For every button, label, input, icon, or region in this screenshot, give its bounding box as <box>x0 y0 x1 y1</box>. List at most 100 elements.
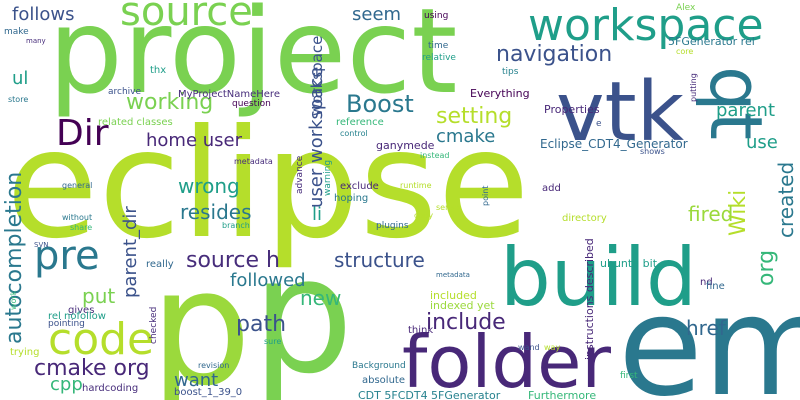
word-instructions-described: instructions described <box>583 238 596 360</box>
word-wand: wand <box>518 343 540 352</box>
word-properties: Properties <box>544 103 600 116</box>
word-copy: copy <box>414 211 434 220</box>
word-shows: shows <box>640 147 665 156</box>
word-everything: Everything <box>470 87 530 100</box>
word-created: created <box>774 161 798 238</box>
word-putting: putting <box>689 73 698 102</box>
word-workspace-top: workspace <box>528 0 764 51</box>
word-included: included <box>430 289 477 302</box>
word-advance: advance <box>295 155 305 194</box>
word-absolute: absolute <box>362 375 405 386</box>
word-thx: thx <box>150 65 167 76</box>
word-em: em <box>618 266 800 400</box>
word-svn: SVN <box>34 241 49 249</box>
word-vtk: vtk <box>556 65 685 160</box>
word-runtime: runtime <box>400 181 432 190</box>
word-setting: setting <box>436 104 513 129</box>
word-structure: structure <box>334 248 425 272</box>
word-instead: instead <box>420 151 450 160</box>
word-archive: archive <box>108 87 142 97</box>
word-navigation: navigation <box>496 42 613 67</box>
word-include: include <box>426 310 506 335</box>
word-myprojectnamehere: MyProjectNameHere <box>178 89 280 100</box>
word-branch: branch <box>222 221 250 230</box>
word-exclude: exclude <box>340 181 379 192</box>
word-warning: warning <box>323 159 333 196</box>
word-new: new <box>300 286 342 310</box>
word-work: work <box>9 290 18 310</box>
word-parent-dir: parent_dir <box>120 206 141 298</box>
word-revision: revision <box>198 361 230 370</box>
word-store: store <box>8 95 29 104</box>
word-boost: Boost <box>346 90 414 118</box>
word-cmake-org: cmake org <box>34 356 150 381</box>
word-parent: parent <box>716 100 776 121</box>
word-question: question <box>232 99 271 109</box>
word-related-classes: related classes <box>98 117 173 128</box>
word-without: without <box>62 213 93 222</box>
word-ul: ul <box>12 68 29 89</box>
word-alex: Alex <box>676 3 696 13</box>
word-point: point <box>481 185 490 206</box>
word-ganymede: ganymede <box>376 139 435 152</box>
word-source-h: source h <box>186 248 280 273</box>
word-dir: Dir <box>56 113 109 154</box>
word-wrong: wrong <box>178 174 240 198</box>
word-plugins: plugins <box>376 221 409 231</box>
word-core: core <box>676 47 694 56</box>
word-add: add <box>542 183 561 194</box>
word-cmake: cmake <box>436 126 496 147</box>
word-boost-1-39-0: boost_1_39_0 <box>174 387 243 398</box>
word-gives: gives <box>68 305 95 316</box>
word-pointing: pointing <box>48 319 85 329</box>
word-p-left: p <box>150 234 252 400</box>
word-hoping: hoping <box>334 193 369 204</box>
word-tips: tips <box>502 67 519 77</box>
word-autocompletion: autocompletion <box>2 171 27 344</box>
word-control: control <box>340 129 368 138</box>
word-folder: folder <box>402 320 612 400</box>
word-general: general <box>62 181 93 190</box>
word-li: li <box>312 204 323 225</box>
word-sense: sense <box>436 203 460 212</box>
word-eclipse: eclipse <box>6 98 530 272</box>
word-metadata-bottom: metadata <box>436 271 470 279</box>
word-p-right: p <box>252 222 354 400</box>
word-ubuntu-bit: ubuntu bit <box>600 257 658 270</box>
word-followed: followed <box>230 270 306 291</box>
word-cpp: cpp <box>50 374 83 395</box>
word-rel-nofollow: rel nofollow <box>48 311 106 322</box>
word-put: put <box>82 284 116 308</box>
word-want: want <box>174 370 219 391</box>
word-code: code <box>48 314 155 365</box>
word-way: way <box>544 343 561 352</box>
word-project: project <box>48 0 458 120</box>
word-working: working <box>126 90 214 115</box>
word-org: org <box>754 249 779 286</box>
word-first: first <box>620 371 638 381</box>
word-build: build <box>500 231 697 324</box>
word-using: using <box>424 11 449 21</box>
word-seem: seem <box>352 4 402 25</box>
word-indexed-yet: indexed yet <box>430 299 495 312</box>
word-nd: nd <box>700 277 713 288</box>
word-cdt-5fcdt4-5fgenerator: CDT 5FCDT4 5FGenerator <box>358 389 501 400</box>
word-pre: pre <box>34 233 100 279</box>
word-trying: trying <box>10 347 40 358</box>
word-really: really <box>146 259 174 270</box>
word-relative: relative <box>422 53 456 63</box>
word-follows: follows <box>12 4 75 25</box>
word-e: e <box>596 119 602 129</box>
word-metadata-top: metadata <box>234 157 273 166</box>
word-many: many <box>26 37 46 45</box>
word-source-top: source <box>120 0 253 35</box>
word-directory: directory <box>562 213 607 224</box>
word-sure: sure <box>264 337 282 346</box>
word-use: use <box>746 132 778 153</box>
word-think: think <box>408 325 434 336</box>
word-5fgenerator-rel: 5FGenerator rel <box>668 35 755 48</box>
word-checked: checked <box>149 306 159 344</box>
word-furthermore: Furthermore <box>528 389 597 400</box>
word-time: time <box>428 41 449 51</box>
word-hardcoding: hardcoding <box>82 383 139 394</box>
